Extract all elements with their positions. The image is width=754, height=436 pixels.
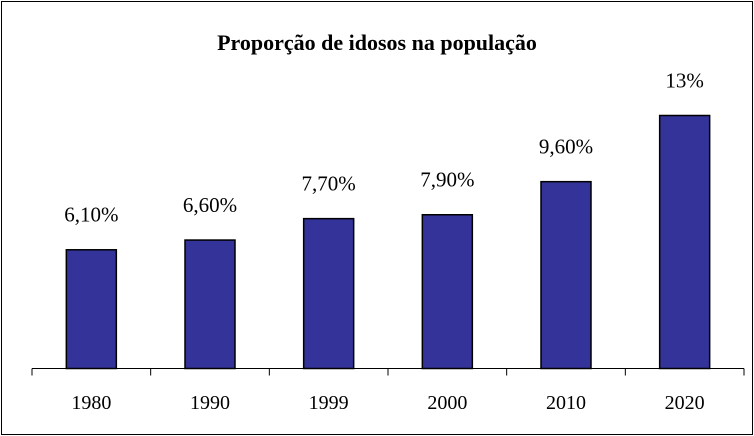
data-label: 6,10% <box>64 203 118 227</box>
bar <box>658 114 711 370</box>
x-tick-label: 1990 <box>190 392 230 414</box>
data-label: 9,60% <box>539 134 593 158</box>
x-tick-label: 2010 <box>546 392 586 414</box>
data-label: 7,90% <box>420 168 474 192</box>
x-tick-label: 2000 <box>427 392 467 414</box>
data-label: 6,60% <box>183 193 237 217</box>
chart-title: Proporção de idosos na população <box>217 30 537 55</box>
bar <box>184 239 236 370</box>
x-tick-label: 1980 <box>71 392 111 414</box>
bar <box>421 214 474 370</box>
bar <box>540 180 592 370</box>
x-tick-label: 1999 <box>309 392 349 414</box>
bar <box>65 249 118 370</box>
data-label: 13% <box>665 68 704 92</box>
data-label: 7,70% <box>302 171 356 195</box>
x-tick-label: 2020 <box>665 392 705 414</box>
bar <box>302 217 355 370</box>
